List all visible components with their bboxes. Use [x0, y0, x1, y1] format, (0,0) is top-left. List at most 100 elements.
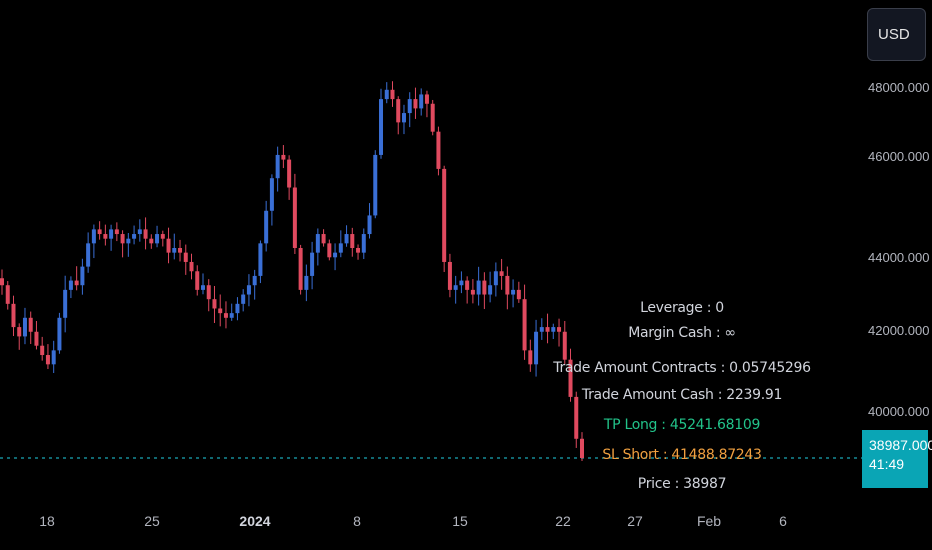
candle-body [321, 234, 326, 244]
candle-body [200, 285, 205, 290]
candle-body [442, 168, 447, 262]
time-label-15: 15 [452, 513, 468, 529]
candle-body [275, 154, 280, 179]
candle-body [51, 350, 56, 365]
candle-body [338, 243, 343, 253]
info-tp-long: TP Long : 45241.68109 [603, 417, 761, 433]
candle-body [344, 234, 349, 244]
candle-body [252, 275, 257, 286]
candle-body [350, 234, 355, 248]
candle-body [166, 238, 171, 253]
candle-body [390, 89, 395, 100]
candle-body [206, 285, 211, 300]
candle-body [68, 280, 73, 290]
candle-body [160, 234, 165, 239]
candle-body [63, 289, 68, 318]
candle-body [580, 438, 584, 458]
candle-body [0, 278, 4, 286]
info-trade-amount-contracts: Trade Amount Contracts : 0.05745296 [553, 360, 811, 376]
price-tick-46000: 46000.000 [868, 149, 930, 164]
candle-body [126, 238, 131, 244]
candle-body [419, 94, 424, 109]
candle-body [447, 261, 452, 290]
candle-body [493, 271, 498, 286]
candle-body [396, 99, 401, 123]
info-leverage: Leverage : 0 [640, 300, 724, 316]
candle-body [384, 89, 389, 100]
candle-body [17, 327, 22, 337]
candle-body [28, 317, 33, 332]
candle-body [241, 294, 246, 304]
candle-body [229, 313, 234, 318]
candle-body [258, 243, 263, 276]
candle-body [74, 280, 79, 286]
candle-body [424, 94, 429, 104]
candle-body [545, 327, 550, 332]
candle-body [103, 234, 108, 239]
candle-body [223, 313, 228, 318]
bar-countdown: 41:49 [869, 456, 905, 472]
candle-body [97, 229, 102, 235]
price-tick-42000: 42000.000 [868, 323, 930, 338]
candle-body [505, 275, 510, 295]
candle-body [413, 99, 418, 109]
candle-body [178, 248, 183, 253]
candle-body [367, 215, 372, 235]
candle-body [287, 159, 292, 188]
info-price: Price : 38987 [637, 476, 727, 492]
candle-body [499, 271, 504, 276]
candle-body [436, 131, 441, 169]
candle-body [562, 331, 567, 360]
candle-body [292, 187, 297, 248]
candle-body [356, 248, 361, 253]
candle-body [189, 261, 194, 272]
time-label-2024: 2024 [239, 513, 271, 529]
candle-body [534, 331, 539, 365]
candle-body [373, 154, 378, 216]
candle-body [212, 299, 217, 309]
candle-body [120, 234, 125, 244]
time-label-8: 8 [353, 513, 361, 529]
candle-body [132, 234, 137, 239]
candle-body [315, 234, 320, 253]
candle-body [361, 234, 366, 253]
candle-body [57, 317, 62, 351]
candle-body [246, 285, 251, 295]
candle-body [539, 327, 544, 332]
currency-button[interactable]: USD [867, 8, 926, 61]
info-trade-amount-cash: Trade Amount Cash : 2239.91 [581, 387, 783, 403]
price-tick-44000: 44000.000 [868, 250, 930, 265]
candle-body [482, 280, 487, 295]
candle-body [109, 229, 114, 239]
candle-body [281, 154, 286, 160]
candle-body [137, 229, 142, 235]
candle-body [522, 299, 527, 351]
price-tick-40000: 40000.000 [868, 404, 930, 419]
current-price-tag: 38987.000 41:49 [862, 430, 932, 488]
candle-body [333, 252, 338, 258]
candle-body [557, 327, 562, 332]
time-label-6: 6 [779, 513, 787, 529]
candle-body [40, 345, 45, 356]
candle-body [476, 280, 481, 295]
candle-body [91, 229, 96, 244]
candle-body [551, 327, 556, 332]
candle-body [45, 355, 50, 365]
candle-body [269, 178, 274, 211]
candle-body [22, 317, 27, 337]
candle-body [80, 266, 85, 286]
candle-body [143, 229, 148, 239]
time-label-18: 18 [39, 513, 55, 529]
candle-body [528, 350, 533, 365]
time-label-27: 27 [627, 513, 643, 529]
candle-body [407, 99, 412, 114]
candle-body [379, 99, 384, 155]
candle-body [459, 280, 464, 286]
candle-body [183, 252, 188, 262]
candle-body [34, 331, 39, 346]
candle-body [5, 285, 10, 304]
candles-group [0, 81, 584, 462]
candle-body [465, 280, 470, 290]
price-tick-48000: 48000.000 [868, 80, 930, 95]
